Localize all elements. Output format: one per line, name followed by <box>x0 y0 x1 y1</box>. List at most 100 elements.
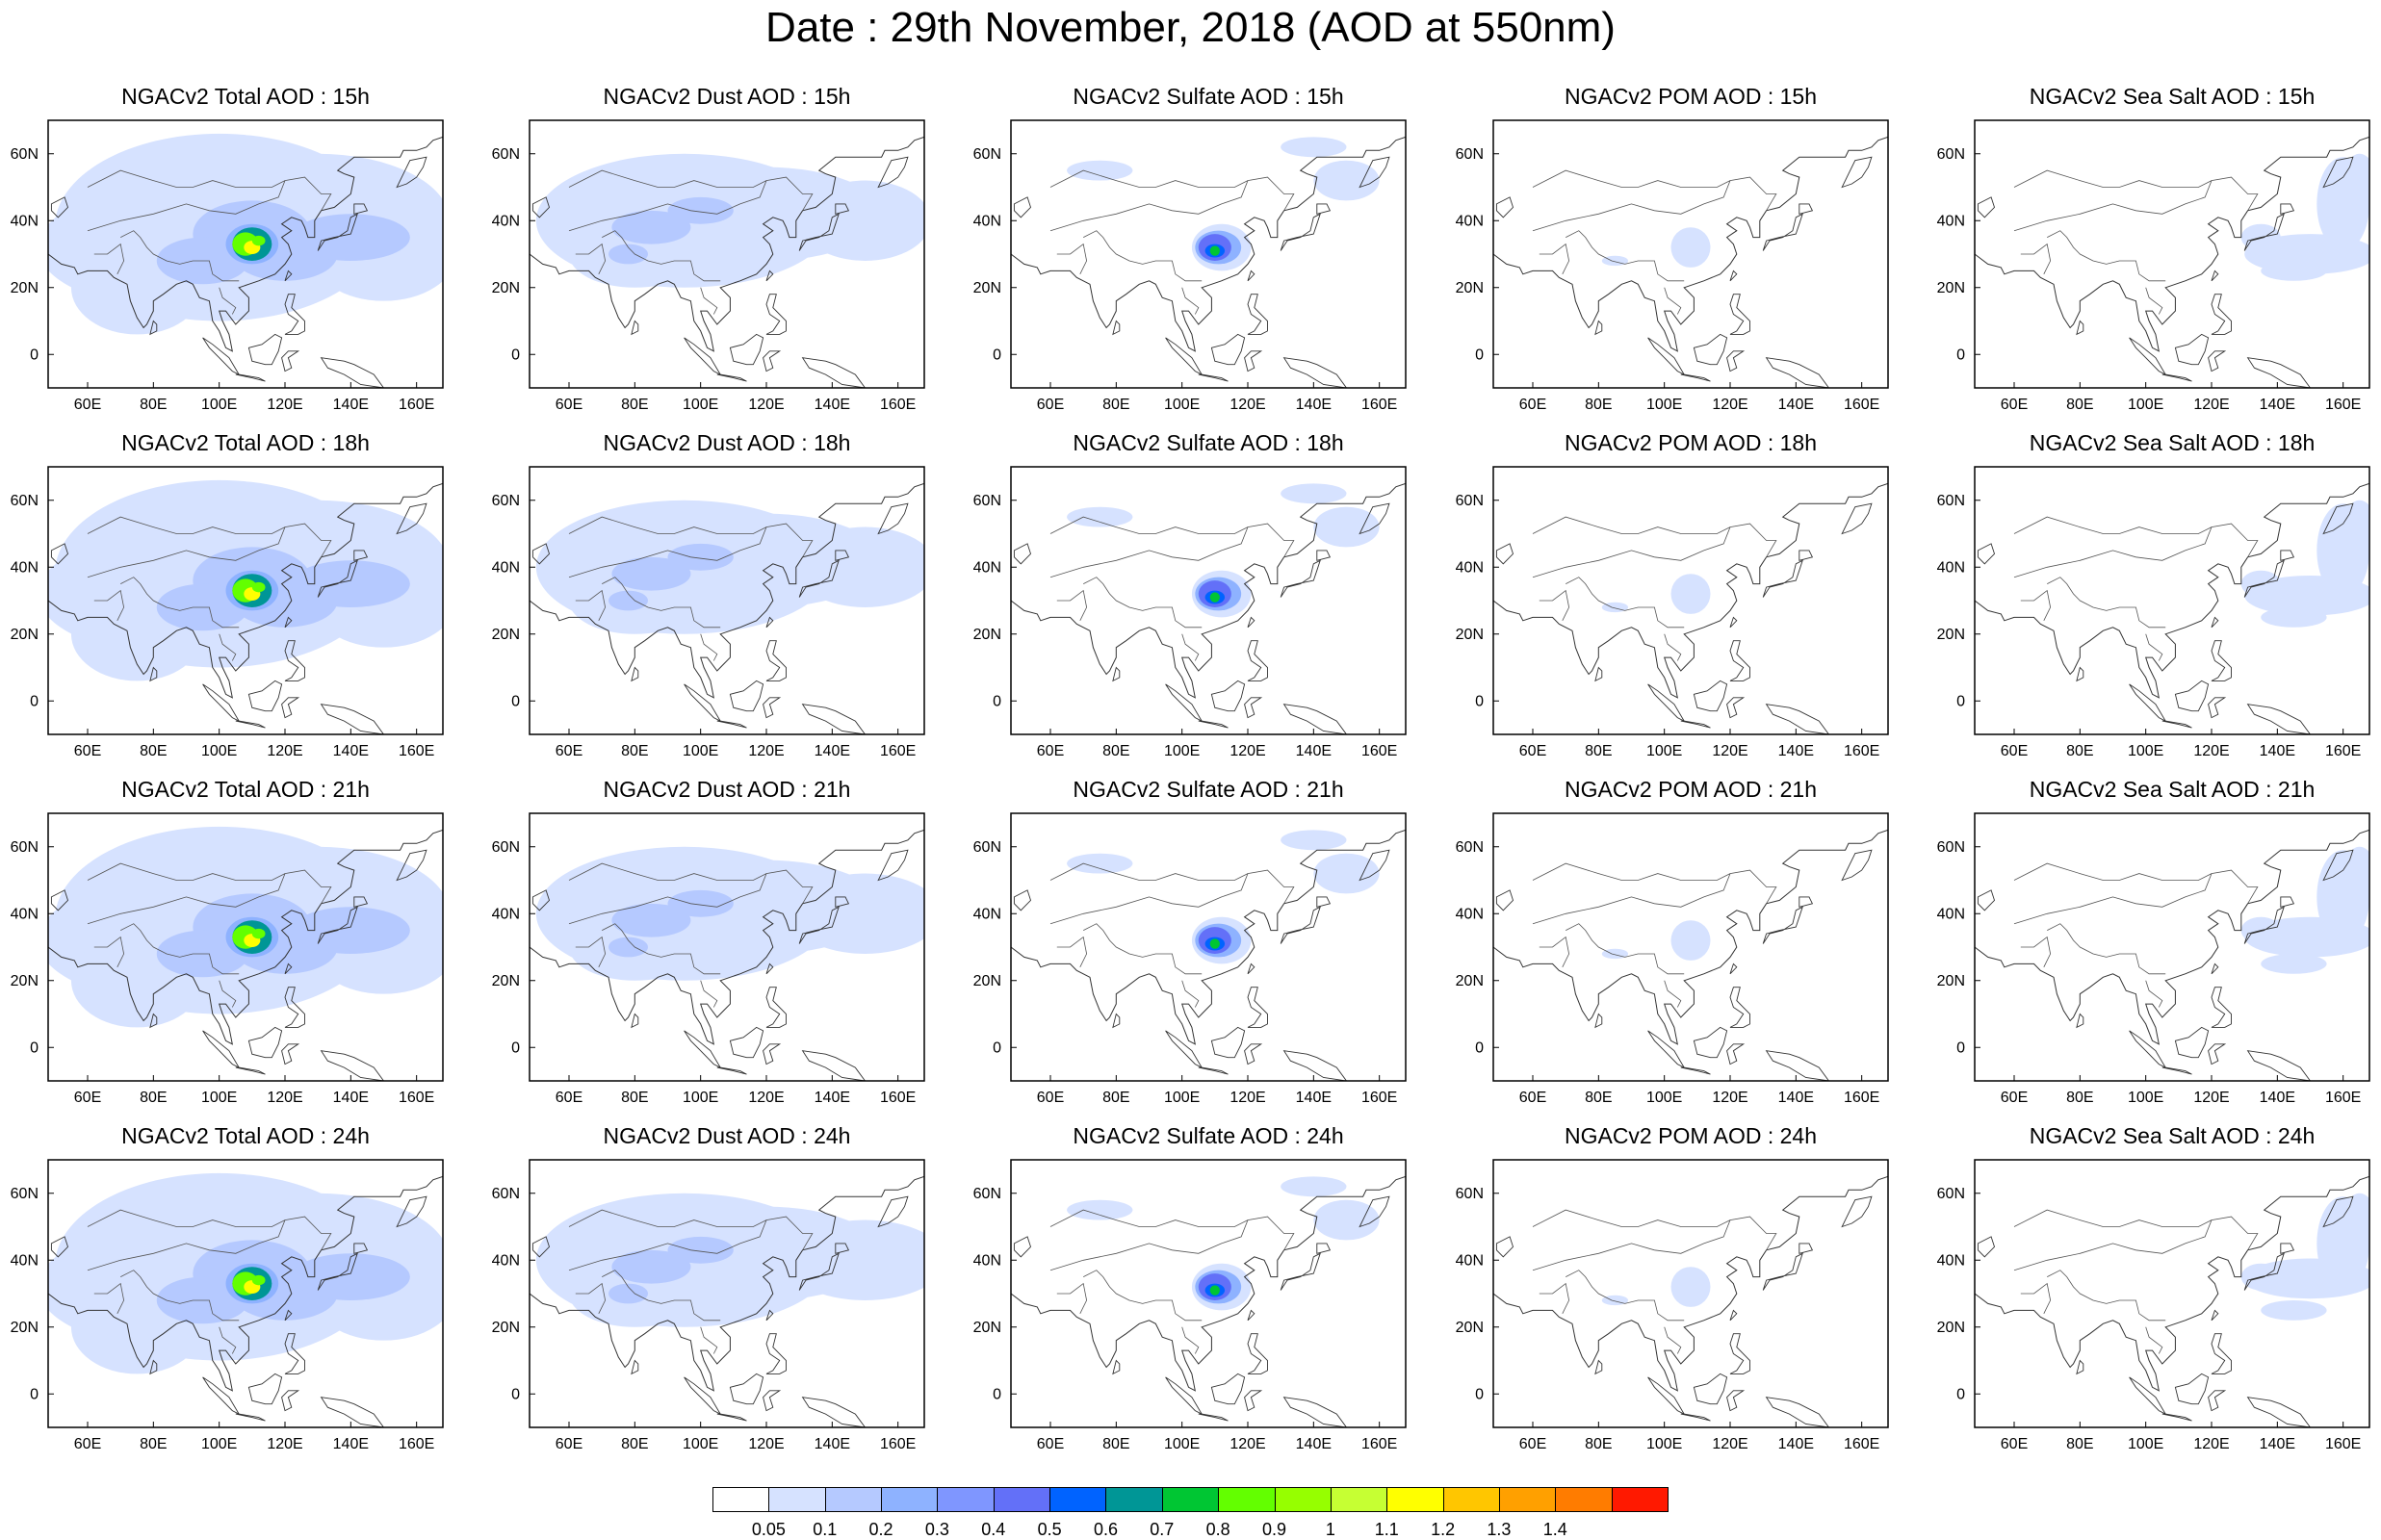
landmass-outline <box>1013 1236 1032 1258</box>
country-border <box>1049 176 1295 232</box>
lat-tick-label: 60N <box>11 1186 39 1202</box>
landmass-outline <box>2211 1309 2219 1322</box>
lat-tick-label: 40N <box>973 906 1001 922</box>
lat-tick-label: 0 <box>1475 1386 1484 1402</box>
lat-tick-label: 20N <box>1937 1320 1965 1336</box>
landmass-outline <box>149 666 158 682</box>
landmass-outline <box>1495 889 1514 911</box>
country-border <box>2013 862 2213 881</box>
colorbar-swatch <box>712 1487 770 1512</box>
landmass-outline <box>1762 906 1803 944</box>
aod-contour-region <box>667 543 734 571</box>
coastline <box>1975 482 2369 699</box>
lon-tick-label: 60E <box>1037 743 1064 759</box>
landmass-outline <box>1977 1236 1996 1258</box>
lat-tick-label: 60N <box>11 839 39 856</box>
landmass-outline <box>684 337 722 376</box>
lat-tick-label: 40N <box>1456 906 1484 922</box>
landmass-outline <box>281 1390 300 1412</box>
landmass-outline <box>353 896 369 908</box>
coastline <box>48 829 443 1045</box>
colorbar-label: 0.05 <box>751 1520 786 1539</box>
lon-tick-label: 80E <box>1585 397 1612 413</box>
landmass-outline <box>1013 196 1032 218</box>
lon-tick-label: 140E <box>2260 1090 2295 1106</box>
country-border <box>2013 523 2259 578</box>
lon-tick-label: 120E <box>1712 743 1747 759</box>
lon-tick-label: 60E <box>1037 1436 1064 1452</box>
country-border <box>2013 516 2213 534</box>
landmass-outline <box>317 559 358 598</box>
landmass-outline <box>1210 1026 1246 1059</box>
landmass-outline <box>2161 373 2192 382</box>
landmass-outline <box>1359 502 1390 535</box>
lat-tick-label: 60N <box>1937 839 1965 856</box>
country-border <box>1181 1326 1200 1354</box>
country-border <box>568 516 767 534</box>
lat-tick-label: 60N <box>973 839 1001 856</box>
map-panel: NGACv2 Sulfate AOD : 21h 60E 80E 100E 120E 14… <box>973 777 1407 1106</box>
lon-tick-label: 140E <box>1778 1090 1814 1106</box>
map-frame <box>1974 466 2370 735</box>
country-border <box>219 980 237 1008</box>
lon-tick-label: 120E <box>267 1090 302 1106</box>
lon-tick-label: 120E <box>748 1090 784 1106</box>
panel-title: NGACv2 Sulfate AOD : 21h <box>1073 777 1344 802</box>
landmass-outline <box>202 337 241 376</box>
coastline <box>1493 1175 1888 1392</box>
map-frame <box>1010 119 1407 389</box>
lon-tick-label: 60E <box>556 743 582 759</box>
landmass-outline <box>1280 559 1321 598</box>
map-panel: NGACv2 Sea Salt AOD : 15h 60E 80E 100E 120E 1… <box>1937 84 2370 413</box>
coastline <box>48 136 443 352</box>
aod-contour-region <box>667 1236 734 1264</box>
landmass-outline <box>1210 333 1246 366</box>
landmass-outline <box>2174 1373 2210 1405</box>
lat-tick-label: 60N <box>973 146 1001 163</box>
lon-tick-label: 120E <box>1229 397 1265 413</box>
country-border <box>2020 243 2052 274</box>
lat-tick-label: 60N <box>1456 839 1484 856</box>
aod-contour-region <box>251 928 266 939</box>
country-border <box>87 1209 286 1227</box>
coastline <box>1975 136 2369 352</box>
aod-contour-region <box>611 210 691 244</box>
panel-title: NGACv2 POM AOD : 18h <box>1564 430 1818 455</box>
lat-tick-label: 40N <box>11 906 39 922</box>
country-border <box>1049 169 1249 188</box>
landmass-outline <box>50 1236 69 1258</box>
aod-contour-region <box>1067 160 1133 181</box>
country-border <box>1056 936 1088 967</box>
colorbar-swatch <box>937 1487 995 1512</box>
landmass-outline <box>1244 697 1263 719</box>
lon-tick-label: 160E <box>880 1090 916 1106</box>
coastline <box>530 136 924 352</box>
lon-tick-label: 140E <box>2260 1436 2295 1452</box>
country-border <box>1532 169 1731 188</box>
landmass-outline <box>531 1236 551 1258</box>
landmass-outline <box>2161 720 2192 729</box>
landmass-outline <box>1594 666 1603 682</box>
lon-tick-label: 100E <box>201 1436 237 1452</box>
map-frame <box>47 812 444 1082</box>
country-border <box>2145 633 2163 661</box>
lon-tick-label: 60E <box>74 397 101 413</box>
landmass-outline <box>1247 1309 1255 1322</box>
country-border <box>1566 230 1685 282</box>
lon-tick-label: 60E <box>1519 743 1546 759</box>
landmass-outline <box>1647 337 1686 376</box>
landmass-outline <box>247 1373 283 1405</box>
landmass-outline <box>1799 550 1814 561</box>
country-border <box>2013 169 2213 188</box>
aod-contour-region <box>251 1274 266 1286</box>
landmass-outline <box>765 1309 774 1322</box>
country-border <box>568 1216 814 1271</box>
landmass-outline <box>763 697 782 719</box>
landmass-outline <box>1495 196 1514 218</box>
lon-tick-label: 60E <box>74 1436 101 1452</box>
landmass-outline <box>1112 1359 1121 1375</box>
country-border <box>93 243 125 274</box>
country-border <box>120 1270 240 1322</box>
country-border <box>1049 1216 1295 1271</box>
lon-tick-label: 140E <box>333 1090 369 1106</box>
